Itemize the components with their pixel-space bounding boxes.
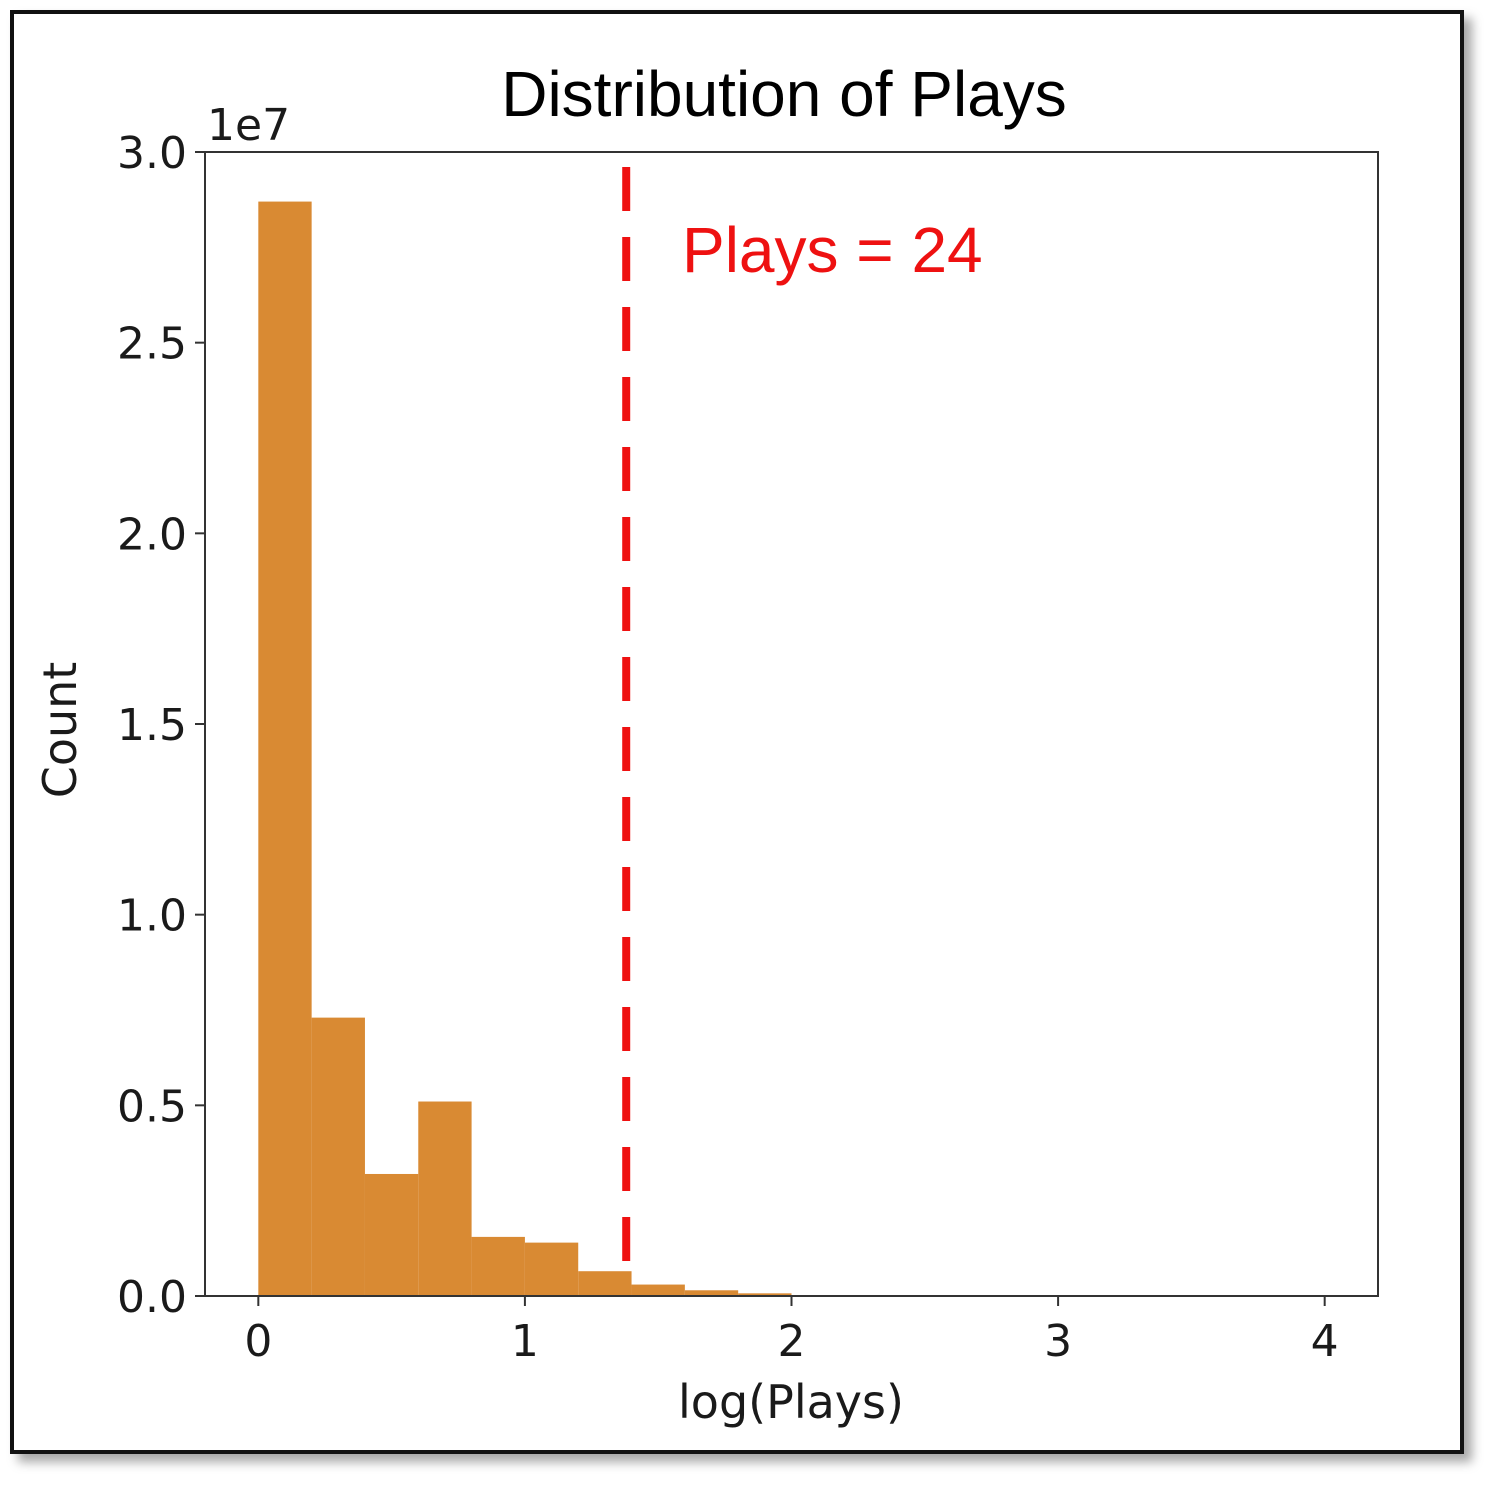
histogram-bar bbox=[524, 1242, 579, 1296]
y-tick-label: 1.0 bbox=[117, 891, 187, 942]
x-tick-label: 1 bbox=[511, 1316, 539, 1367]
histogram-bar bbox=[311, 1017, 365, 1296]
x-tick-label: 3 bbox=[1044, 1316, 1072, 1367]
histogram-bar bbox=[471, 1236, 525, 1296]
plot-area-frame bbox=[204, 151, 1379, 1297]
y-axis-multiplier: 1e7 bbox=[207, 100, 290, 151]
y-axis-label: Count bbox=[33, 662, 87, 799]
ticks-layer: 0 1 2 3 4 0.0 0.5 1.0 1.5 2.0 2.5 3.0 bbox=[117, 128, 1339, 1367]
y-tick-label: 1.5 bbox=[117, 700, 187, 751]
histogram-chart: Distribution of Plays 1e7 0 1 2 3 4 0.0 0.5 1.0… bbox=[33, 58, 1379, 1429]
histogram-bar bbox=[364, 1173, 419, 1296]
y-tick-label: 0.0 bbox=[117, 1272, 187, 1323]
x-tick-label: 4 bbox=[1311, 1316, 1339, 1367]
histogram-bar bbox=[738, 1293, 792, 1296]
y-tick-label: 2.0 bbox=[117, 509, 187, 560]
histogram-bar bbox=[258, 201, 312, 1296]
y-tick-label: 3.0 bbox=[117, 128, 187, 179]
figure-frame: Distribution of Plays 1e7 0 1 2 3 4 0.0 0.5 1.0… bbox=[10, 10, 1464, 1454]
x-axis-label: log(Plays) bbox=[678, 1375, 904, 1429]
histogram-bar bbox=[578, 1271, 632, 1296]
y-tick-label: 0.5 bbox=[117, 1081, 187, 1132]
x-tick-label: 0 bbox=[244, 1316, 272, 1367]
x-tick-label: 2 bbox=[778, 1316, 806, 1367]
threshold-label: Plays = 24 bbox=[682, 214, 983, 286]
histogram-bar bbox=[684, 1290, 739, 1296]
y-tick-label: 2.5 bbox=[117, 319, 187, 370]
histogram-bar bbox=[631, 1284, 685, 1296]
chart-title: Distribution of Plays bbox=[501, 58, 1067, 130]
histogram-bar bbox=[418, 1101, 472, 1296]
bars-layer bbox=[258, 201, 792, 1296]
